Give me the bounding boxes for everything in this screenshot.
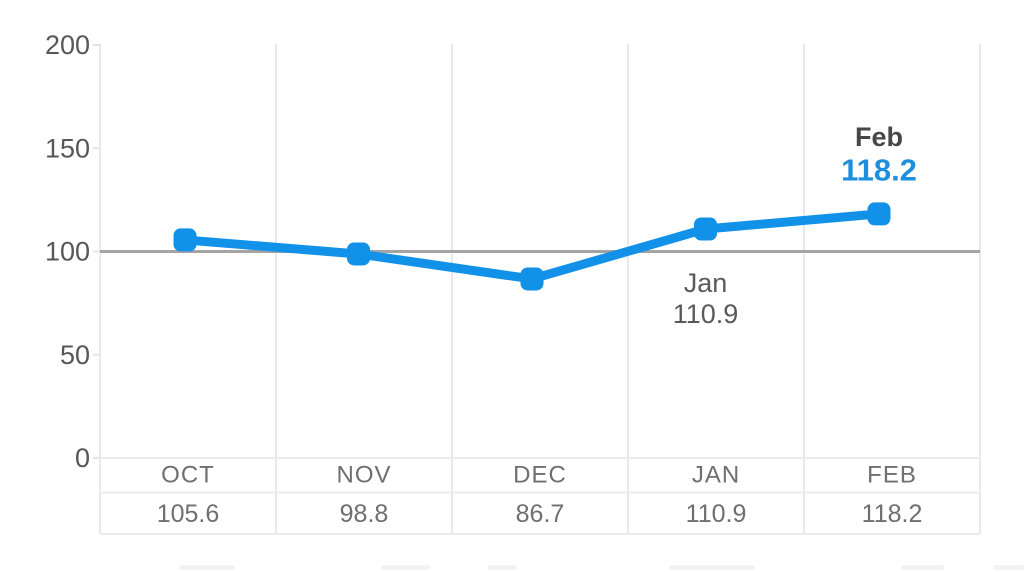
x-axis-label-jan: JAN <box>692 462 740 489</box>
data-point-oct <box>173 228 197 252</box>
faded-artifact <box>381 565 430 570</box>
annotation-jan-label: Jan <box>684 268 728 298</box>
y-axis-tick-label: 100 <box>45 237 90 267</box>
x-axis-label-oct: OCT <box>161 462 215 489</box>
y-axis-tick-label: 0 <box>75 443 90 473</box>
value-label-jan: 110.9 <box>686 500 747 528</box>
annotation-jan-value: 110.9 <box>673 299 739 329</box>
value-label-nov: 98.8 <box>340 500 389 528</box>
data-point-nov <box>347 242 370 266</box>
y-axis-tick-label: 50 <box>60 340 90 370</box>
faded-artifact <box>993 565 1024 570</box>
annotation-feb-value: 118.2 <box>841 152 917 187</box>
value-label-dec: 86.7 <box>516 500 565 528</box>
x-axis-label-feb: FEB <box>867 462 917 489</box>
faded-artifact <box>901 565 944 570</box>
y-axis-tick-label: 200 <box>45 30 90 60</box>
data-point-jan <box>694 217 717 241</box>
value-label-feb: 118.2 <box>862 500 923 528</box>
data-point-feb <box>867 202 891 226</box>
faded-artifact <box>179 565 235 570</box>
x-axis-label-nov: NOV <box>336 462 391 489</box>
data-point-dec <box>520 267 544 291</box>
x-axis-label-dec: DEC <box>513 462 567 489</box>
annotation-feb-label: Feb <box>855 122 903 152</box>
faded-artifact <box>669 565 755 570</box>
y-axis-tick-label: 150 <box>45 133 90 163</box>
faded-artifact <box>487 565 517 570</box>
value-label-oct: 105.6 <box>157 500 220 528</box>
